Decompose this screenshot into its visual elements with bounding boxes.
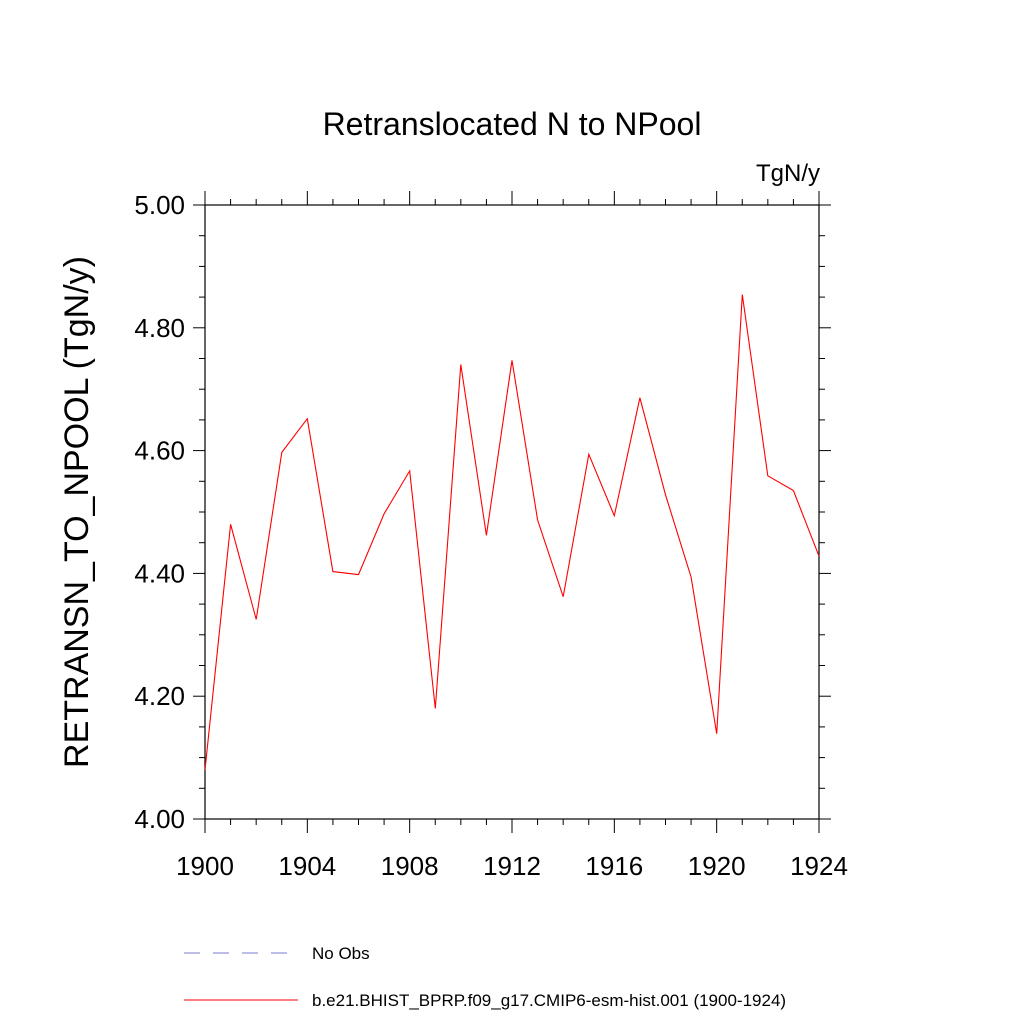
y-tick-label: 4.60 xyxy=(134,436,185,466)
x-tick-labels: 1900 1904 1908 1912 1916 1920 1924 xyxy=(176,851,848,881)
series-line-1 xyxy=(204,294,820,770)
x-tick-label: 1904 xyxy=(278,851,336,881)
x-tick-label: 1908 xyxy=(381,851,439,881)
plot-frame xyxy=(204,204,820,820)
series-layer xyxy=(204,294,820,770)
x-tick-label: 1900 xyxy=(176,851,234,881)
x-tick-label: 1912 xyxy=(483,851,541,881)
legend-label: b.e21.BHIST_BPRP.f09_g17.CMIP6-esm-hist.… xyxy=(312,991,786,1010)
y-tick-label: 4.40 xyxy=(134,558,185,588)
x-tick-label: 1920 xyxy=(688,851,746,881)
y-axis-label: RETRANSN_TO_NPOOL (TgN/y) xyxy=(58,256,96,768)
units-label: TgN/y xyxy=(756,160,820,187)
x-tick-label: 1924 xyxy=(790,851,848,881)
x-ticks xyxy=(204,191,820,833)
y-tick-label: 5.00 xyxy=(134,190,185,220)
y-tick-label: 4.20 xyxy=(134,681,185,711)
x-tick-label: 1916 xyxy=(585,851,643,881)
legend: No Obs b.e21.BHIST_BPRP.f09_g17.CMIP6-esm… xyxy=(184,944,786,1010)
y-tick-label: 4.00 xyxy=(134,804,185,834)
y-ticks xyxy=(193,204,831,820)
chart-title: Retranslocated N to NPool xyxy=(323,106,702,142)
y-tick-labels: 4.00 4.20 4.40 4.60 4.80 5.00 xyxy=(134,190,185,834)
legend-label: No Obs xyxy=(312,944,370,963)
y-tick-label: 4.80 xyxy=(134,313,185,343)
